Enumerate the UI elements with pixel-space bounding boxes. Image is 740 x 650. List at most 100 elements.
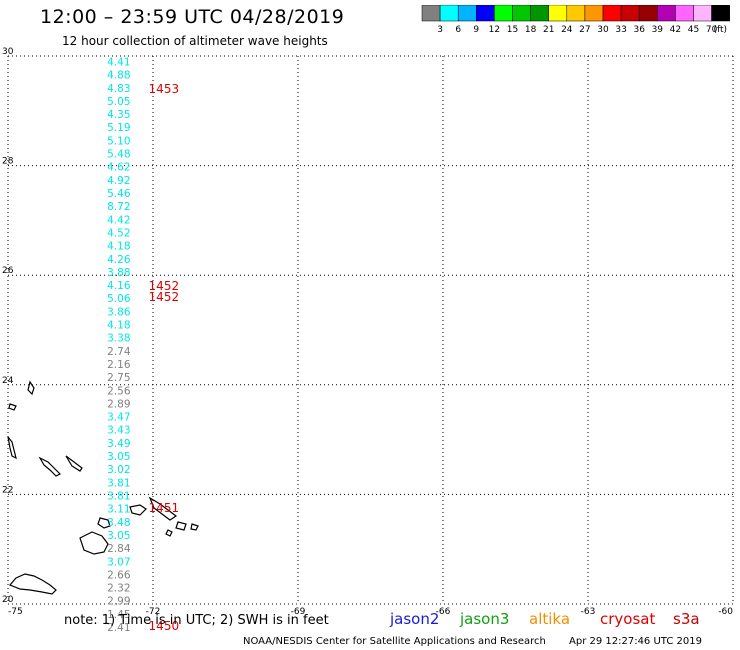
y-tick-label: 24 <box>2 376 14 386</box>
small-island-d <box>190 523 199 531</box>
abaco <box>27 380 35 396</box>
y-tick-label: 20 <box>2 595 14 605</box>
swh-value-label: 4.26 <box>107 254 131 266</box>
inagua <box>97 517 111 529</box>
andros-island <box>7 436 17 460</box>
x-tick-label: -66 <box>436 607 451 617</box>
swh-value-label: 2.41 <box>107 622 130 634</box>
colorbar-label: 27 <box>579 25 590 35</box>
colorbar-label: 42 <box>670 25 681 35</box>
swh-value-label: 3.88 <box>107 267 130 279</box>
time-label: 1452 <box>149 279 180 293</box>
x-tick-label: -69 <box>291 607 306 617</box>
swh-value-label: 3.81 <box>107 477 130 489</box>
colorbar-label: 12 <box>489 25 500 35</box>
swh-value-label: 3.38 <box>107 333 130 345</box>
grid: -75 -72 -69 -66 -63 -60 20 22 24 26 28 30 <box>2 47 734 617</box>
swh-value-label: 4.92 <box>107 175 130 187</box>
swh-value-label: 3.48 <box>107 517 130 529</box>
swh-value-label: 4.41 <box>107 56 130 68</box>
swh-value-label: 4.42 <box>107 214 130 226</box>
swh-value-label: 4.16 <box>107 280 131 292</box>
swh-value-label: 8.72 <box>107 201 130 213</box>
colorbar-label: 3 <box>437 25 443 35</box>
swh-values: 4.41 4.884.835.054.355.195.10 5.484.624.92… <box>107 56 131 634</box>
swh-value-label: 3.47 <box>107 412 130 424</box>
swh-value-label: 3.11 <box>107 504 130 516</box>
swh-value-label: 3.81 <box>107 490 130 502</box>
swh-value-label: 5.48 <box>107 149 130 161</box>
turks-caicos <box>148 496 178 521</box>
x-tick-label: -60 <box>718 607 733 617</box>
swh-value-label: 3.05 <box>107 530 130 542</box>
colorbar-label: 70 <box>706 25 718 35</box>
chart-subtitle: 12 hour collection of altimeter wave hei… <box>62 34 328 48</box>
x-tick-label: -63 <box>581 607 596 617</box>
colorbar-label: 45 <box>688 25 699 35</box>
small-island-b <box>129 504 147 516</box>
exuma-islands <box>38 456 62 477</box>
swh-colorbar: 3 6 9 12 15 18 21 24 27 30 33 36 39 42 45 70(ft) <box>421 5 730 35</box>
coastline-islands <box>7 380 199 595</box>
swh-value-label: 3.05 <box>107 451 130 463</box>
swh-value-label: 5.06 <box>107 293 131 305</box>
cuba-coast <box>8 573 57 595</box>
swh-value-label: 4.18 <box>107 241 130 253</box>
colorbar-label: 18 <box>525 25 537 35</box>
colorbar-label: 6 <box>455 25 461 35</box>
swh-value-label: 5.19 <box>107 122 130 134</box>
swh-value-label: 5.10 <box>107 135 130 147</box>
x-tick-label: -75 <box>8 607 23 617</box>
legend-altika: altika <box>529 610 571 628</box>
swh-value-label: 3.86 <box>107 306 131 318</box>
colorbar-label: 39 <box>652 25 664 35</box>
time-label: 1453 <box>149 82 180 96</box>
swh-value-label: 5.46 <box>107 188 131 200</box>
time-label: 1450 <box>149 619 180 633</box>
long-island <box>65 455 83 472</box>
y-tick-label: 30 <box>2 47 14 57</box>
time-label: 1451 <box>149 501 180 515</box>
swh-value-label: 4.83 <box>107 83 130 95</box>
small-island-e <box>165 529 173 537</box>
colorbar-label: 30 <box>597 25 609 35</box>
legend-jason2: jason2 <box>390 610 440 628</box>
swh-value-label: 4.52 <box>107 227 130 239</box>
swh-value-label: 2.75 <box>107 372 130 384</box>
legend-cryosat: cryosat <box>600 610 656 628</box>
y-tick-label: 26 <box>2 266 14 276</box>
swh-value-label: 3.43 <box>107 425 130 437</box>
swh-value-label: 3.02 <box>107 464 130 476</box>
swh-value-label: 2.89 <box>107 398 130 410</box>
swh-value-label: 4.35 <box>107 109 130 121</box>
chart-title: 12:00 – 23:59 UTC 04/28/2019 <box>40 6 345 28</box>
swh-value-label: 3.07 <box>107 556 130 568</box>
y-tick-label: 22 <box>2 485 13 495</box>
swh-value-label: 4.18 <box>107 320 130 332</box>
legend-s3a: s3a <box>673 610 700 628</box>
swh-value-label: 2.84 <box>107 543 131 555</box>
swh-value-label: 2.16 <box>107 359 131 371</box>
colorbar-unit: (ft) <box>713 25 727 35</box>
swh-value-label: 2.99 <box>107 596 130 608</box>
swh-value-label: 4.88 <box>107 70 130 82</box>
colorbar-label: 15 <box>507 25 518 35</box>
colorbar-label: 36 <box>633 25 645 35</box>
swh-value-label: 4.62 <box>107 162 130 174</box>
time-label: 1452 <box>149 290 180 304</box>
x-tick-label: -72 <box>146 607 161 617</box>
swh-value-label: 1.45 <box>107 609 130 621</box>
small-island-a <box>8 403 17 411</box>
footer-credit: NOAA/NESDIS Center for Satellite Applica… <box>243 636 546 647</box>
swh-value-label: 2.66 <box>107 569 131 581</box>
colorbar-swatch <box>711 5 730 22</box>
swh-value-label: 2.32 <box>107 583 130 595</box>
colorbar-label: 33 <box>615 25 626 35</box>
colorbar-label: 9 <box>473 25 479 35</box>
legend-jason3: jason3 <box>460 610 510 628</box>
colorbar-label: 21 <box>543 25 554 35</box>
swh-value-label: 2.56 <box>107 385 131 397</box>
